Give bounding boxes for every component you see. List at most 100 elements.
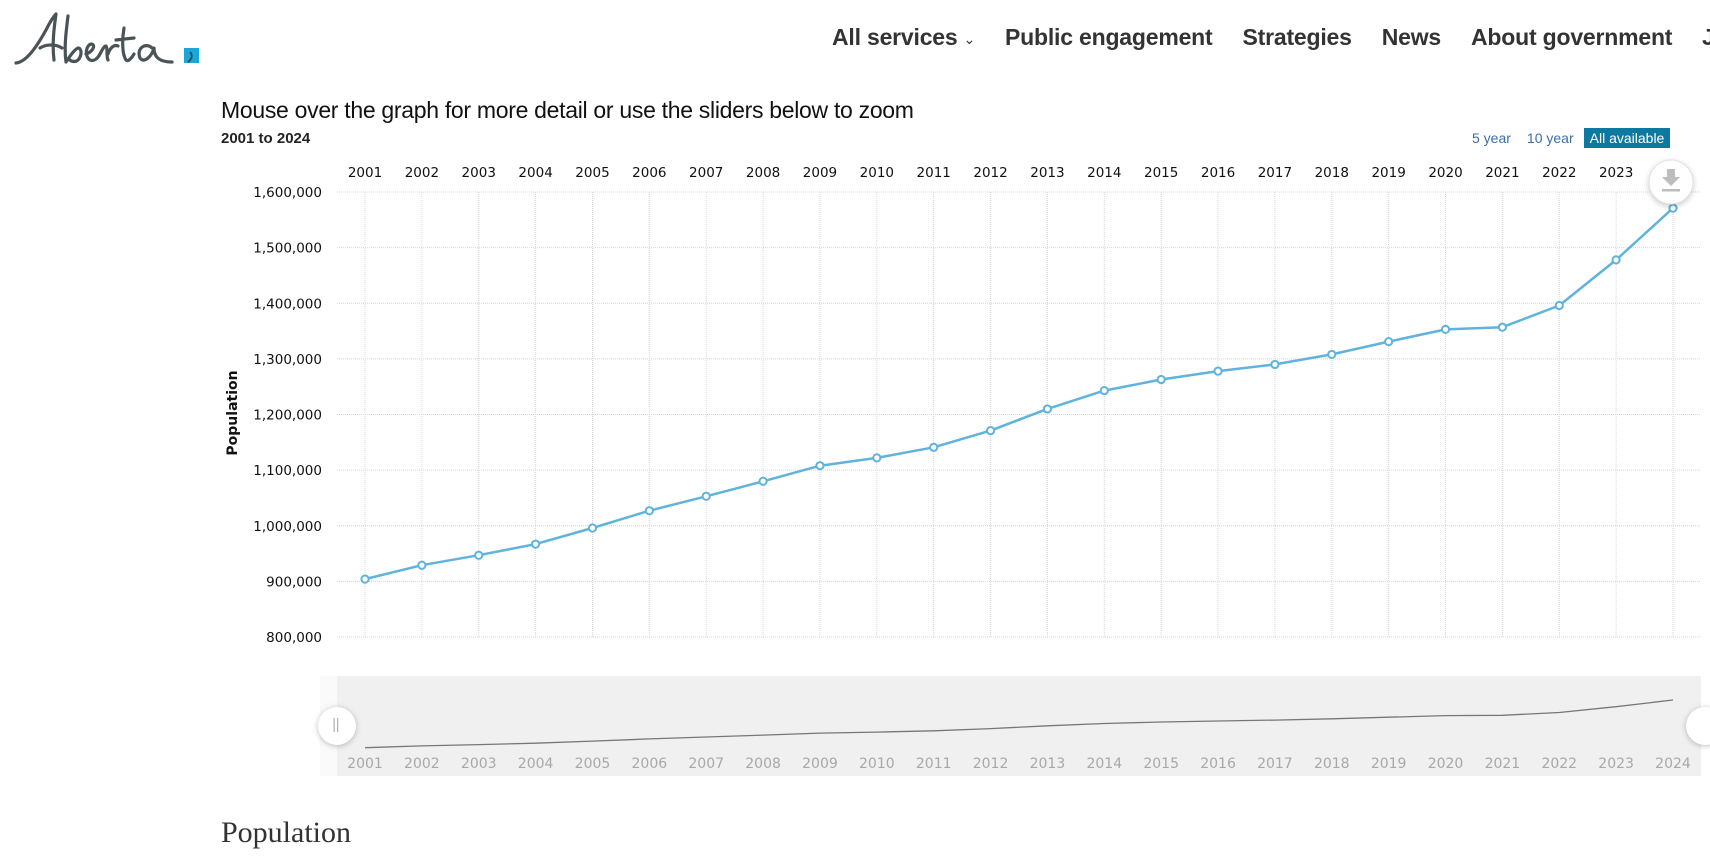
navigator-tick-label: 2002 — [404, 756, 440, 772]
x-tick-label: 2002 — [405, 165, 439, 181]
range-all-available-button[interactable]: All available — [1583, 128, 1671, 148]
navigator-left-handle[interactable] — [318, 707, 356, 745]
data-point[interactable] — [985, 426, 996, 436]
x-tick-label: 2017 — [1258, 165, 1292, 181]
y-tick-label: 800,000 — [266, 630, 322, 646]
population-chart[interactable]: 1,600,000 1,500,000 1,400,000 1,300,000 1,20… — [0, 0, 1710, 800]
nav-label: Strategies — [1242, 24, 1352, 50]
data-point[interactable] — [1156, 374, 1166, 385]
data-point[interactable] — [929, 442, 939, 452]
data-point[interactable] — [644, 506, 654, 516]
navigator-series-line — [364, 699, 1674, 749]
x-tick-label: 2004 — [518, 165, 552, 181]
navigator-background[interactable] — [337, 676, 1701, 776]
navigator-tick-label: 2011 — [916, 756, 952, 772]
navigator-tick-label: 2022 — [1541, 756, 1577, 772]
x-tick-label: 2022 — [1542, 165, 1576, 181]
alberta-logo-mark — [14, 12, 199, 65]
series-line-population[interactable] — [364, 207, 1674, 581]
data-point[interactable] — [1384, 337, 1394, 347]
navigator-tick-label: 2008 — [745, 756, 781, 772]
y-tick-label: 1,200,000 — [253, 408, 322, 424]
data-point[interactable] — [474, 550, 484, 560]
data-point[interactable] — [417, 560, 427, 570]
nav-item-truncated[interactable]: J — [1702, 24, 1710, 50]
nav-public-engagement[interactable]: Public engagement — [1005, 24, 1213, 51]
navigator-tick-label: 2020 — [1428, 756, 1464, 772]
nav-strategies[interactable]: Strategies — [1243, 24, 1352, 51]
x-tick-label: 2006 — [632, 165, 666, 181]
y-tick-label: 1,100,000 — [253, 463, 322, 479]
data-point[interactable] — [1497, 322, 1507, 332]
chart-instruction: Mouse over the graph for more detail or … — [221, 97, 914, 123]
navigator-tick-label: 2014 — [1086, 756, 1122, 772]
navigator-tick-label: 2019 — [1371, 756, 1407, 772]
navigator-tick-label: 2007 — [688, 756, 724, 772]
grip-icon — [333, 718, 335, 732]
data-point[interactable] — [1440, 324, 1451, 334]
y-tick-label: 1,600,000 — [253, 185, 322, 201]
nav-news[interactable]: News — [1382, 24, 1441, 51]
data-point[interactable] — [1099, 385, 1109, 396]
navigator-right-handle[interactable] — [1686, 707, 1710, 745]
x-tick-label: 2012 — [973, 165, 1007, 181]
navigator-tick-label: 2009 — [802, 756, 838, 772]
navigator-tick-label: 2006 — [632, 756, 668, 772]
data-point[interactable] — [1327, 349, 1337, 360]
navigator-tick-label: 2012 — [973, 756, 1009, 772]
nav-all-services[interactable]: All services ⌄ — [832, 24, 975, 51]
chart-range-label: 2001 to 2024 — [221, 130, 311, 147]
data-point[interactable] — [587, 523, 598, 533]
data-point[interactable] — [1270, 359, 1280, 370]
export-button[interactable] — [1648, 159, 1694, 205]
x-tick-label: 2008 — [746, 165, 780, 181]
data-point[interactable] — [815, 461, 825, 471]
data-point[interactable] — [701, 491, 711, 501]
navigator-tick-label: 2017 — [1257, 756, 1293, 772]
x-tick-label: 2003 — [462, 165, 496, 181]
navigator-tick-label: 2018 — [1314, 756, 1350, 772]
range-selector: 5 year 10 year All available — [1462, 128, 1671, 148]
navigator-tick-label: 2015 — [1143, 756, 1179, 772]
data-point[interactable] — [1611, 255, 1621, 265]
x-tick-label: 2019 — [1371, 165, 1405, 181]
x-tick-label: 2016 — [1201, 165, 1235, 181]
y-tick-label: 1,000,000 — [253, 519, 322, 535]
grid — [337, 191, 1701, 638]
x-tick-label: 2015 — [1144, 165, 1178, 181]
nav-all-services-label: All services — [832, 24, 958, 50]
navigator-tick-label: 2004 — [518, 756, 554, 772]
section-title: Population — [221, 816, 352, 849]
nav-about-government[interactable]: About government — [1471, 24, 1672, 51]
main-nav: All services ⌄ Public engagement Strateg… — [832, 24, 1702, 51]
download-icon — [1662, 169, 1680, 192]
navigator-tick-label: 2003 — [461, 756, 497, 772]
data-point[interactable] — [1668, 203, 1678, 213]
alberta-logo[interactable] — [12, 8, 204, 70]
nav-label: About government — [1471, 24, 1673, 50]
navigator-x-axis: 2001 2002 2003 2004 2005 2006 2007 2008 2009 2010… — [347, 756, 1691, 772]
x-axis: 2001 2002 2003 2004 2005 2006 2007 2008 2009 2010… — [348, 165, 1690, 181]
x-tick-label: 2021 — [1485, 165, 1519, 181]
data-point[interactable] — [758, 476, 768, 486]
data-point[interactable] — [1042, 404, 1053, 414]
grip-icon — [337, 718, 339, 732]
data-point[interactable] — [531, 539, 541, 549]
navigator-tick-label: 2023 — [1598, 756, 1634, 772]
data-point[interactable] — [872, 453, 882, 463]
range-10-year-button[interactable]: 10 year — [1526, 130, 1574, 146]
y-tick-label: 1,500,000 — [253, 241, 322, 257]
nav-label: News — [1381, 24, 1442, 50]
x-tick-label: 2007 — [689, 165, 723, 181]
x-tick-label: 2013 — [1030, 165, 1064, 181]
data-point[interactable] — [360, 574, 370, 584]
x-tick-label: 2023 — [1599, 165, 1633, 181]
data-point[interactable] — [1213, 366, 1223, 376]
x-tick-label: 2001 — [348, 165, 382, 181]
navigator-tick-label: 2021 — [1485, 756, 1521, 772]
navigator-tick-label: 2013 — [1030, 756, 1066, 772]
range-5-year-button[interactable]: 5 year — [1472, 130, 1511, 146]
y-axis: 1,600,000 1,500,000 1,400,000 1,300,000 1,20… — [253, 185, 322, 646]
data-point[interactable] — [1554, 300, 1564, 311]
x-tick-label: 2014 — [1087, 165, 1121, 181]
